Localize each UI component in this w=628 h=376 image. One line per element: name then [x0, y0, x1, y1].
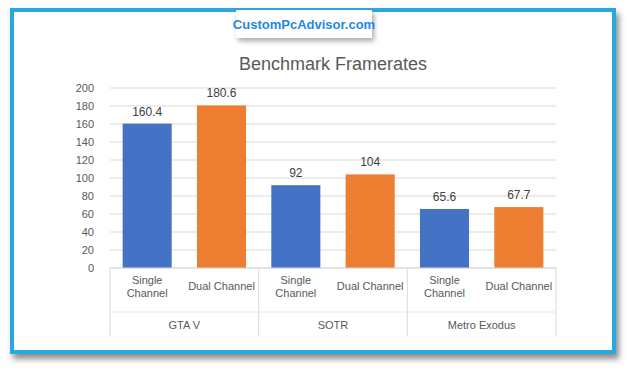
grid-line: [110, 160, 556, 161]
series-label-line: Dual Channel: [337, 280, 404, 292]
bars: [123, 105, 544, 268]
series-label-line: Dual Channel: [188, 280, 255, 292]
series-label: SingleChannel: [275, 274, 316, 299]
grid-line: [110, 268, 556, 269]
grid-line: [110, 124, 556, 125]
bar: [420, 209, 469, 268]
category-label: Metro Exodus: [448, 319, 516, 331]
x-axis: [110, 268, 556, 269]
series-label-line: Channel: [424, 287, 465, 299]
series-label: Dual Channel: [188, 280, 255, 292]
category-separator: [258, 268, 259, 336]
y-tick-label: 0: [88, 262, 94, 274]
data-label: 92: [289, 166, 303, 180]
title: Benchmark Framerates: [239, 54, 427, 74]
grid-line: [110, 106, 556, 107]
series-label-line: Channel: [275, 287, 316, 299]
grid-line: [110, 88, 556, 89]
bar: [123, 124, 172, 268]
category-separator: [556, 268, 557, 336]
y-tick-label: 140: [76, 136, 94, 148]
grid-line: [110, 196, 556, 197]
bar: [494, 207, 543, 268]
data-label: 104: [360, 155, 380, 169]
y-tick-label: 20: [82, 244, 94, 256]
chart: Benchmark Framerates 0 20 40 60 80 100 120 140 16…: [0, 0, 628, 376]
data-label: 67.7: [507, 188, 531, 202]
series-label-line: Dual Channel: [486, 280, 553, 292]
data-label: 180.6: [206, 86, 236, 100]
category-separator: [110, 268, 111, 336]
y-tick-label: 200: [76, 82, 94, 94]
series-label: Dual Channel: [337, 280, 404, 292]
grid-line: [110, 178, 556, 179]
bar: [197, 105, 246, 268]
y-tick-label: 120: [76, 154, 94, 166]
series-label: SingleChannel: [424, 274, 465, 299]
series-label-line: Single: [429, 274, 460, 286]
y-tick-label: 60: [82, 208, 94, 220]
grid-line: [110, 142, 556, 143]
labels: 160.4 92 65.6 180.6 104 67.7: [132, 86, 531, 204]
y-tick-label: 40: [82, 226, 94, 238]
bar: [346, 174, 395, 268]
series-label-line: Single: [281, 274, 312, 286]
grid-line: [110, 250, 556, 251]
y-tick-label: 180: [76, 100, 94, 112]
level-separator: [110, 312, 556, 313]
data-label: 160.4: [132, 105, 162, 119]
data-label: 65.6: [433, 190, 457, 204]
series-label-line: Channel: [127, 287, 168, 299]
bar: [271, 185, 320, 268]
y-tick-label: 80: [82, 190, 94, 202]
grid-line: [110, 232, 556, 233]
series-label: SingleChannel: [127, 274, 168, 299]
watermark: CustomPcAdvisor.com: [236, 10, 372, 38]
grid-line: [110, 214, 556, 215]
category-label: SOTR: [318, 319, 349, 331]
series-label-line: Single: [132, 274, 163, 286]
series-label: Dual Channel: [486, 280, 553, 292]
y-tick-label: 100: [76, 172, 94, 184]
category-separator: [407, 268, 408, 336]
y-tick-label: 160: [76, 118, 94, 130]
category-label: GTA V: [169, 319, 201, 331]
